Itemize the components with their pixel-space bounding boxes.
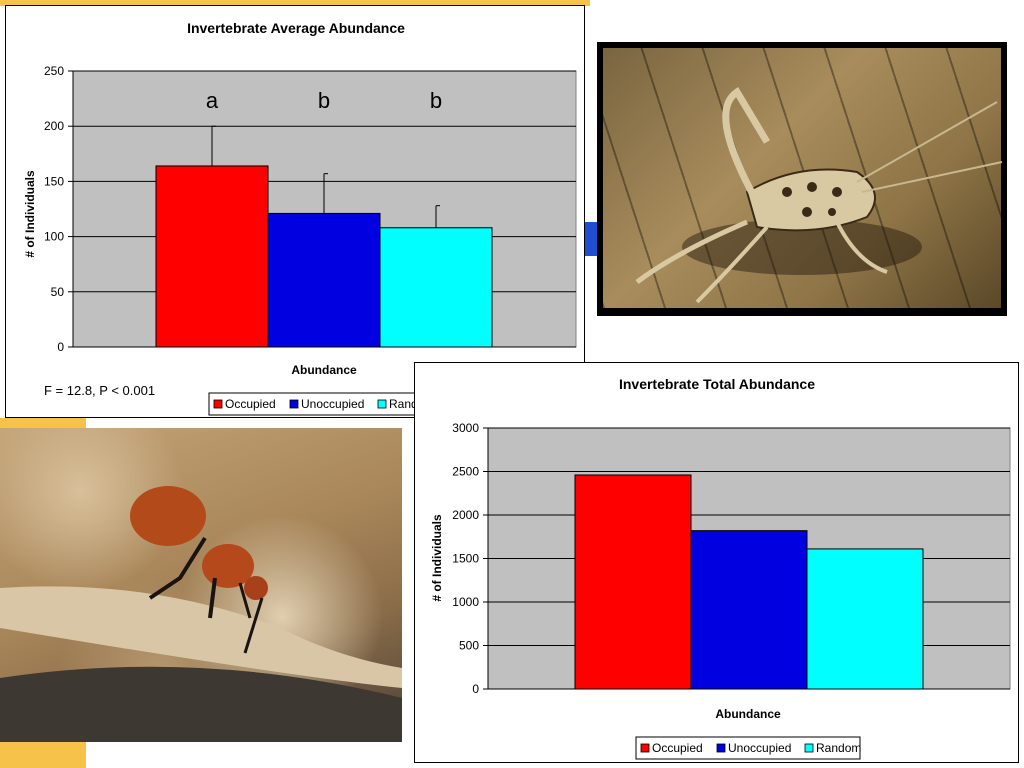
significance-letter-occupied: a	[206, 88, 219, 113]
y-tick-label: 100	[44, 230, 64, 244]
legend-label-occupied: Occupied	[225, 397, 276, 411]
chart-title: Invertebrate Total Abundance	[619, 376, 815, 392]
bar-random	[806, 548, 924, 690]
y-tick-label: 1500	[452, 552, 479, 566]
x-axis-label: Abundance	[715, 707, 781, 721]
decorative-blue-tab	[584, 222, 600, 256]
decorative-orange-bar-bottom	[0, 742, 86, 768]
y-tick-label: 200	[44, 119, 64, 133]
legend	[635, 736, 861, 760]
y-axis-label: # of Individuals	[430, 514, 444, 602]
decorative-orange-bar-left	[0, 418, 86, 430]
bar-unoccupied	[690, 530, 808, 690]
legend-swatch-occupied	[640, 743, 650, 753]
significance-letter-random: b	[430, 88, 442, 113]
total-abundance-chart: Invertebrate Total Abundance # of Indivi…	[414, 362, 1019, 763]
y-tick-label: 0	[57, 340, 64, 354]
legend-swatch-random	[804, 743, 814, 753]
cave-cricket-photo	[597, 42, 1007, 316]
y-tick-label: 2000	[452, 508, 479, 522]
bar-occupied	[574, 474, 692, 690]
bar-occupied	[155, 165, 269, 348]
y-tick-label: 50	[51, 285, 65, 299]
decorative-orange-bar-top	[0, 0, 590, 6]
average-abundance-chart-svg: Invertebrate Average Abundance # of Indi…	[23, 20, 577, 416]
statistics-annotation: F = 12.8, P < 0.001	[44, 383, 155, 398]
legend-label-occupied: Occupied	[652, 741, 703, 755]
y-tick-label: 250	[44, 64, 64, 78]
x-axis-label: Abundance	[291, 363, 357, 377]
y-tick-label: 0	[472, 682, 479, 696]
bar-unoccupied	[267, 212, 381, 348]
y-tick-label: 500	[459, 639, 479, 653]
legend-swatch-unoccupied	[716, 743, 726, 753]
y-tick-label: 3000	[452, 421, 479, 435]
average-abundance-chart: Invertebrate Average Abundance # of Indi…	[5, 5, 585, 418]
legend-label-random: Random	[816, 741, 861, 755]
y-tick-label: 150	[44, 174, 64, 188]
chart-title: Invertebrate Average Abundance	[187, 20, 405, 36]
y-tick-label: 2500	[452, 465, 479, 479]
legend-swatch-random	[377, 399, 387, 409]
legend-swatch-unoccupied	[289, 399, 299, 409]
y-axis-label: # of Individuals	[23, 170, 37, 258]
bar-random	[379, 227, 493, 348]
legend-label-unoccupied: Unoccupied	[301, 397, 364, 411]
legend-label-unoccupied: Unoccupied	[728, 741, 791, 755]
velvet-ant-photo	[0, 428, 402, 742]
total-abundance-chart-svg: Invertebrate Total Abundance # of Indivi…	[430, 376, 1011, 760]
legend-swatch-occupied	[213, 399, 223, 409]
y-tick-label: 1000	[452, 595, 479, 609]
significance-letter-unoccupied: b	[318, 88, 330, 113]
